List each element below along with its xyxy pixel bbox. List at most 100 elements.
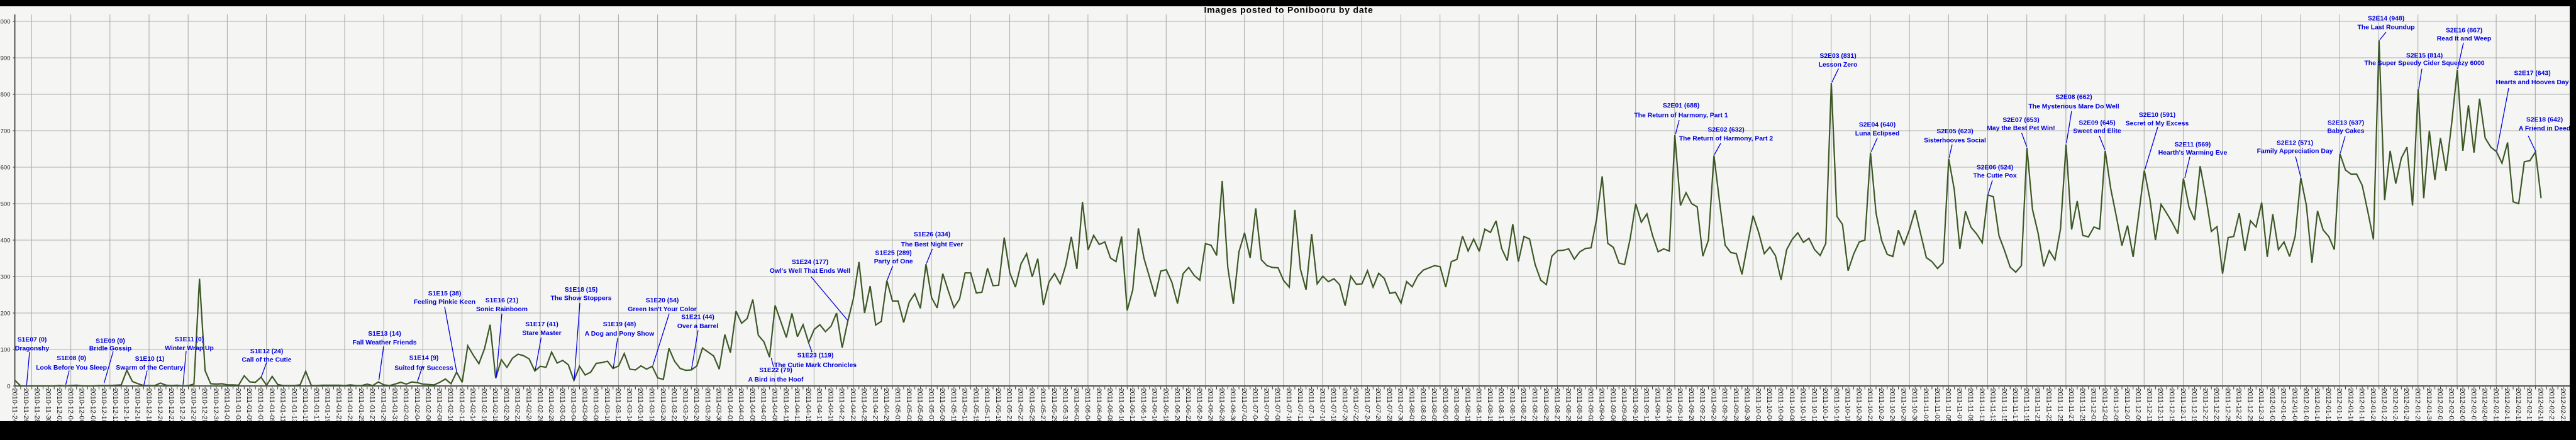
svg-text:Suited for Success: Suited for Success xyxy=(394,365,453,372)
svg-text:2012-02-11: 2012-02-11 xyxy=(2492,388,2499,423)
svg-text:2011-03-20: 2011-03-20 xyxy=(659,388,667,423)
svg-text:Stare Master: Stare Master xyxy=(522,330,561,337)
svg-text:S2E05 (623): S2E05 (623) xyxy=(1936,128,1973,135)
svg-text:Baby Cakes: Baby Cakes xyxy=(2328,128,2365,135)
svg-text:600: 600 xyxy=(1,165,11,172)
svg-text:S2E14 (948): S2E14 (948) xyxy=(2368,16,2404,23)
svg-text:2011-03-16: 2011-03-16 xyxy=(636,388,644,423)
svg-text:2011-08-07: 2011-08-07 xyxy=(1441,388,1449,423)
svg-text:2011-11-23: 2011-11-23 xyxy=(2045,388,2053,423)
svg-text:The Mysterious Mare Do Well: The Mysterious Mare Do Well xyxy=(2028,104,2119,111)
svg-text:2011-02-02: 2011-02-02 xyxy=(402,388,409,423)
svg-text:2010-11-30: 2010-11-30 xyxy=(44,388,52,423)
svg-text:2011-07-02: 2011-07-02 xyxy=(1240,388,1248,423)
svg-text:2011-04-09: 2011-04-09 xyxy=(771,388,779,423)
svg-text:2011-05-21: 2011-05-21 xyxy=(1006,388,1013,423)
svg-text:The Return of Harmony, Part 2: The Return of Harmony, Part 2 xyxy=(1679,136,1774,143)
svg-text:S1E26 (334): S1E26 (334) xyxy=(914,231,950,238)
svg-text:S1E17 (41): S1E17 (41) xyxy=(525,321,558,328)
svg-text:The Last Roundup: The Last Roundup xyxy=(2357,25,2414,31)
svg-text:2011-12-01: 2011-12-01 xyxy=(2090,388,2097,423)
svg-text:2011-09-02: 2011-09-02 xyxy=(1587,388,1594,423)
svg-text:Call of the Cutie: Call of the Cutie xyxy=(242,356,291,363)
svg-text:2011-06-02: 2011-06-02 xyxy=(1072,388,1080,423)
svg-text:S2E15 (814): S2E15 (814) xyxy=(2406,52,2443,59)
svg-text:A Friend in Deed: A Friend in Deed xyxy=(2519,126,2570,133)
svg-text:2011-02-06: 2011-02-06 xyxy=(425,388,432,423)
svg-text:2011-07-14: 2011-07-14 xyxy=(1307,388,1315,423)
svg-text:2010-12-18: 2010-12-18 xyxy=(145,388,152,424)
svg-text:2011-11-15: 2011-11-15 xyxy=(2000,388,2007,423)
svg-text:2011-06-18: 2011-06-18 xyxy=(1162,388,1170,423)
svg-text:2011-04-17: 2011-04-17 xyxy=(816,388,823,423)
svg-text:S1E15 (38): S1E15 (38) xyxy=(428,290,462,297)
svg-text:2011-10-08: 2011-10-08 xyxy=(1788,388,1796,423)
svg-text:2010-12-26: 2010-12-26 xyxy=(189,388,197,424)
svg-text:2011-08-01: 2011-08-01 xyxy=(1408,388,1416,423)
svg-text:2011-11-01: 2011-11-01 xyxy=(1922,388,1929,423)
svg-text:S1E12 (24): S1E12 (24) xyxy=(250,348,284,355)
svg-text:2011-01-01: 2011-01-01 xyxy=(223,388,231,423)
svg-text:2011-04-21: 2011-04-21 xyxy=(838,388,845,423)
svg-text:2011-03-22: 2011-03-22 xyxy=(670,388,678,423)
svg-text:2012-01-30: 2012-01-30 xyxy=(2425,388,2433,424)
svg-text:2012-01-28: 2012-01-28 xyxy=(2414,388,2421,424)
svg-text:2011-08-27: 2011-08-27 xyxy=(1553,388,1561,423)
svg-text:2011-11-17: 2011-11-17 xyxy=(2011,388,2019,423)
svg-text:2010-11-28: 2010-11-28 xyxy=(33,388,41,423)
svg-text:2012-02-23: 2012-02-23 xyxy=(2559,388,2567,424)
svg-text:S1E25 (289): S1E25 (289) xyxy=(875,250,911,256)
svg-text:2011-12-03: 2011-12-03 xyxy=(2101,388,2108,423)
svg-text:Sonic Rainboom: Sonic Rainboom xyxy=(476,306,528,313)
svg-text:2011-09-04: 2011-09-04 xyxy=(1598,388,1606,423)
svg-text:2011-01-11: 2011-01-11 xyxy=(279,388,287,423)
svg-text:2011-12-27: 2011-12-27 xyxy=(2235,388,2243,423)
svg-text:2011-09-20: 2011-09-20 xyxy=(1687,388,1695,423)
svg-text:2011-01-17: 2011-01-17 xyxy=(313,388,320,423)
svg-text:2011-01-13: 2011-01-13 xyxy=(290,388,297,423)
svg-text:2011-07-24: 2011-07-24 xyxy=(1363,388,1370,423)
svg-text:Party of One: Party of One xyxy=(874,258,913,265)
svg-text:2012-02-07: 2012-02-07 xyxy=(2470,388,2477,424)
svg-text:2011-10-06: 2011-10-06 xyxy=(1777,388,1784,423)
svg-text:S1E19 (48): S1E19 (48) xyxy=(603,321,636,328)
svg-text:2011-01-31: 2011-01-31 xyxy=(391,388,398,423)
svg-text:2011-06-16: 2011-06-16 xyxy=(1151,388,1158,423)
svg-text:2011-04-07: 2011-04-07 xyxy=(760,388,767,423)
svg-text:2011-06-26: 2011-06-26 xyxy=(1207,388,1214,423)
svg-text:2011-08-13: 2011-08-13 xyxy=(1475,388,1482,423)
svg-text:2011-03-10: 2011-03-10 xyxy=(603,388,611,423)
svg-text:2011-07-30: 2011-07-30 xyxy=(1397,388,1404,423)
svg-text:2011-06-04: 2011-06-04 xyxy=(1084,388,1091,423)
svg-text:Secret of My Excess: Secret of My Excess xyxy=(2126,120,2189,127)
svg-text:700: 700 xyxy=(1,128,11,135)
svg-text:Hearts and Hooves Day: Hearts and Hooves Day xyxy=(2496,79,2568,86)
svg-text:Green Isn't Your Color: Green Isn't Your Color xyxy=(628,306,696,313)
svg-text:2011-06-10: 2011-06-10 xyxy=(1117,388,1124,423)
svg-text:2011-02-10: 2011-02-10 xyxy=(447,388,454,423)
svg-text:2012-02-03: 2012-02-03 xyxy=(2447,388,2455,424)
svg-text:2011-08-15: 2011-08-15 xyxy=(1486,388,1494,423)
svg-text:S2E11 (569): S2E11 (569) xyxy=(2175,141,2211,148)
svg-text:2011-12-17: 2011-12-17 xyxy=(2179,388,2187,423)
svg-text:2011-02-28: 2011-02-28 xyxy=(547,388,555,423)
svg-text:2011-06-28: 2011-06-28 xyxy=(1218,388,1225,423)
svg-text:2011-10-26: 2011-10-26 xyxy=(1889,388,1896,423)
svg-text:2011-05-11: 2011-05-11 xyxy=(950,388,957,423)
svg-text:2011-02-08: 2011-02-08 xyxy=(435,388,443,423)
svg-text:2011-06-06: 2011-06-06 xyxy=(1095,388,1102,423)
svg-text:2011-04-15: 2011-04-15 xyxy=(804,388,812,423)
svg-text:2011-05-31: 2011-05-31 xyxy=(1062,388,1069,423)
svg-text:2011-10-12: 2011-10-12 xyxy=(1810,388,1818,423)
svg-text:S2E01 (688): S2E01 (688) xyxy=(1663,102,1699,109)
svg-text:S2E17 (643): S2E17 (643) xyxy=(2514,70,2550,77)
svg-text:S2E13 (637): S2E13 (637) xyxy=(2328,120,2364,127)
svg-text:2011-08-25: 2011-08-25 xyxy=(1542,388,1550,423)
svg-text:2011-05-07: 2011-05-07 xyxy=(927,388,935,423)
svg-text:2011-12-11: 2011-12-11 xyxy=(2145,388,2153,423)
svg-text:S1E13 (14): S1E13 (14) xyxy=(368,331,401,338)
svg-text:2011-04-05: 2011-04-05 xyxy=(748,388,756,423)
svg-text:A Dog and Pony Show: A Dog and Pony Show xyxy=(585,331,655,338)
svg-text:2011-02-04: 2011-02-04 xyxy=(413,388,421,423)
svg-text:2011-01-05: 2011-01-05 xyxy=(245,388,253,423)
